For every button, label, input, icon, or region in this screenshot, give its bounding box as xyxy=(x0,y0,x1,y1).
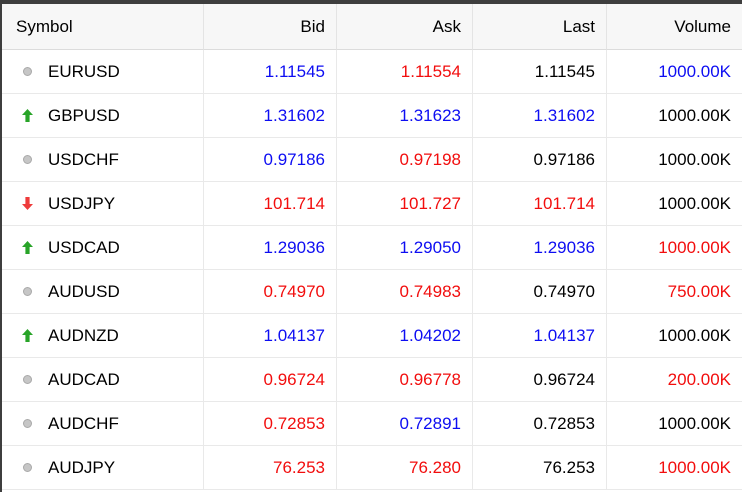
cell-bid: 0.97186 xyxy=(204,138,337,182)
cell-bid: 0.74970 xyxy=(204,270,337,314)
cell-ask: 0.74983 xyxy=(337,270,473,314)
cell-volume: 750.00K xyxy=(607,270,742,314)
cell-symbol: USDCHF xyxy=(2,138,204,182)
quote-row[interactable]: AUDUSD 0.74970 0.74983 0.74970 750.00K xyxy=(2,270,742,314)
symbol-label: GBPUSD xyxy=(48,105,120,125)
cell-last: 1.31602 xyxy=(473,94,607,138)
cell-symbol: USDJPY xyxy=(2,182,204,226)
trend-icon-wrapper xyxy=(22,285,33,299)
cell-last: 0.74970 xyxy=(473,270,607,314)
cell-symbol: GBPUSD xyxy=(2,94,204,138)
trend-icon-wrapper xyxy=(22,197,33,211)
column-header-volume[interactable]: Volume xyxy=(607,4,742,50)
cell-bid: 101.714 xyxy=(204,182,337,226)
cell-ask: 101.727 xyxy=(337,182,473,226)
header-row: Symbol Bid Ask Last Volume xyxy=(2,4,742,50)
arrow-up-icon xyxy=(22,109,33,122)
quotes-table: Symbol Bid Ask Last Volume EU xyxy=(2,4,742,490)
cell-volume: 1000.00K xyxy=(607,94,742,138)
cell-last: 1.11545 xyxy=(473,50,607,94)
dot-icon xyxy=(23,155,32,164)
column-header-ask[interactable]: Ask xyxy=(337,4,473,50)
cell-bid: 0.96724 xyxy=(204,358,337,402)
trend-icon-wrapper xyxy=(22,153,33,167)
cell-volume: 1000.00K xyxy=(607,226,742,270)
cell-volume: 1000.00K xyxy=(607,402,742,446)
cell-last: 0.96724 xyxy=(473,358,607,402)
symbol-label: AUDUSD xyxy=(48,281,120,301)
quote-row[interactable]: USDCHF 0.97186 0.97198 0.97186 1000.00K xyxy=(2,138,742,182)
cell-last: 101.714 xyxy=(473,182,607,226)
quote-row[interactable]: AUDCAD 0.96724 0.96778 0.96724 200.00K xyxy=(2,358,742,402)
cell-last: 0.97186 xyxy=(473,138,607,182)
cell-volume: 1000.00K xyxy=(607,314,742,358)
cell-ask: 1.04202 xyxy=(337,314,473,358)
cell-ask: 1.11554 xyxy=(337,50,473,94)
cell-last: 76.253 xyxy=(473,446,607,490)
cell-ask: 1.29050 xyxy=(337,226,473,270)
quote-row[interactable]: GBPUSD 1.31602 1.31623 1.31602 1000.00K xyxy=(2,94,742,138)
trend-icon-wrapper xyxy=(22,329,33,343)
symbol-label: AUDJPY xyxy=(48,457,116,477)
trend-icon-wrapper xyxy=(22,417,33,431)
cell-ask: 1.31623 xyxy=(337,94,473,138)
symbol-label: AUDCHF xyxy=(48,413,119,433)
column-header-symbol[interactable]: Symbol xyxy=(2,4,204,50)
cell-bid: 1.31602 xyxy=(204,94,337,138)
dot-icon xyxy=(23,287,32,296)
cell-last: 1.29036 xyxy=(473,226,607,270)
cell-bid: 76.253 xyxy=(204,446,337,490)
cell-ask: 0.72891 xyxy=(337,402,473,446)
dot-icon xyxy=(23,463,32,472)
cell-symbol: AUDNZD xyxy=(2,314,204,358)
cell-symbol: AUDUSD xyxy=(2,270,204,314)
cell-bid: 0.72853 xyxy=(204,402,337,446)
cell-ask: 0.96778 xyxy=(337,358,473,402)
arrow-up-icon xyxy=(22,329,33,342)
arrow-down-icon xyxy=(22,197,33,210)
dot-icon xyxy=(23,375,32,384)
trend-icon-wrapper xyxy=(22,241,33,255)
quote-row[interactable]: EURUSD 1.11545 1.11554 1.11545 1000.00K xyxy=(2,50,742,94)
quote-row[interactable]: USDCAD 1.29036 1.29050 1.29036 1000.00K xyxy=(2,226,742,270)
trend-icon-wrapper xyxy=(22,373,33,387)
cell-volume: 1000.00K xyxy=(607,182,742,226)
quote-row[interactable]: USDJPY 101.714 101.727 101.714 1000.00K xyxy=(2,182,742,226)
cell-symbol: EURUSD xyxy=(2,50,204,94)
cell-bid: 1.04137 xyxy=(204,314,337,358)
dot-icon xyxy=(23,419,32,428)
cell-volume: 1000.00K xyxy=(607,446,742,490)
cell-last: 0.72853 xyxy=(473,402,607,446)
cell-last: 1.04137 xyxy=(473,314,607,358)
cell-symbol: AUDJPY xyxy=(2,446,204,490)
cell-symbol: AUDCHF xyxy=(2,402,204,446)
symbol-label: USDCHF xyxy=(48,149,119,169)
cell-bid: 1.29036 xyxy=(204,226,337,270)
symbol-label: USDCAD xyxy=(48,237,120,257)
cell-bid: 1.11545 xyxy=(204,50,337,94)
symbol-label: EURUSD xyxy=(48,61,120,81)
cell-symbol: USDCAD xyxy=(2,226,204,270)
arrow-up-icon xyxy=(22,241,33,254)
cell-volume: 1000.00K xyxy=(607,138,742,182)
cell-volume: 1000.00K xyxy=(607,50,742,94)
quote-row[interactable]: AUDCHF 0.72853 0.72891 0.72853 1000.00K xyxy=(2,402,742,446)
symbol-label: USDJPY xyxy=(48,193,116,213)
cell-ask: 0.97198 xyxy=(337,138,473,182)
quotes-body: EURUSD 1.11545 1.11554 1.11545 1000.00K … xyxy=(2,50,742,490)
cell-symbol: AUDCAD xyxy=(2,358,204,402)
column-header-last[interactable]: Last xyxy=(473,4,607,50)
symbol-label: AUDCAD xyxy=(48,369,120,389)
trend-icon-wrapper xyxy=(22,109,33,123)
cell-ask: 76.280 xyxy=(337,446,473,490)
cell-volume: 200.00K xyxy=(607,358,742,402)
symbol-label: AUDNZD xyxy=(48,325,119,345)
column-header-bid[interactable]: Bid xyxy=(204,4,337,50)
trend-icon-wrapper xyxy=(22,461,33,475)
quote-row[interactable]: AUDJPY 76.253 76.280 76.253 1000.00K xyxy=(2,446,742,490)
trend-icon-wrapper xyxy=(22,65,33,79)
dot-icon xyxy=(23,67,32,76)
quote-row[interactable]: AUDNZD 1.04137 1.04202 1.04137 1000.00K xyxy=(2,314,742,358)
